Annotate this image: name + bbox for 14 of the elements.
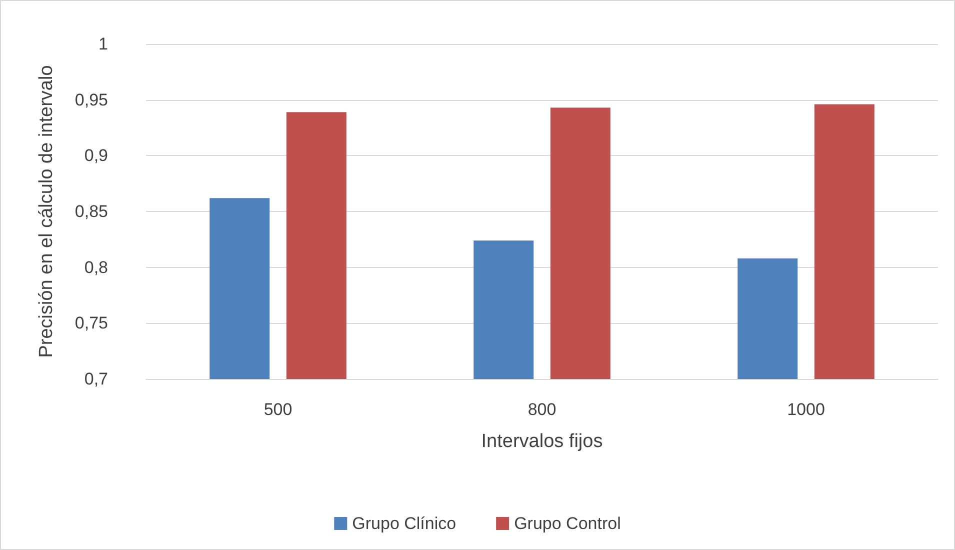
y-tick-label: 0,85 xyxy=(74,202,108,221)
legend-label: Grupo Control xyxy=(514,514,621,533)
y-tick-label: 0,75 xyxy=(74,314,108,333)
y-tick-label: 0,9 xyxy=(84,146,108,166)
y-tick-label: 0,95 xyxy=(74,90,108,110)
x-tick-label: 800 xyxy=(528,400,556,419)
y-axis-title: Precisión en el cálculo de intervalo xyxy=(36,65,57,358)
y-tick-label: 1 xyxy=(98,34,108,54)
x-axis-title: Intervalos fijos xyxy=(481,431,603,452)
legend-label: Grupo Clínico xyxy=(352,514,456,533)
y-tick-label: 0,7 xyxy=(84,370,108,388)
y-tick-label: 0,8 xyxy=(84,258,108,277)
x-tick-label: 500 xyxy=(264,400,292,419)
x-tick-label: 1000 xyxy=(787,400,825,419)
